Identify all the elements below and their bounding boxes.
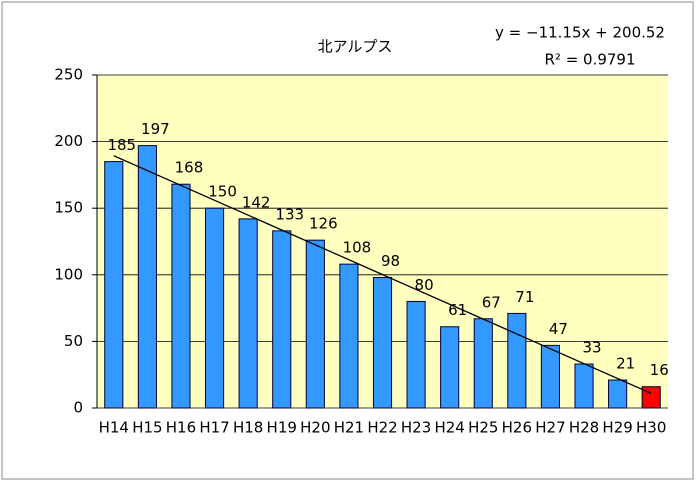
x-tick-label: H29 xyxy=(602,419,632,437)
bar xyxy=(171,183,191,409)
data-label: 142 xyxy=(242,193,271,211)
data-label: 16 xyxy=(650,361,669,379)
y-tick-label: 250 xyxy=(54,66,83,84)
x-tick-label: H16 xyxy=(166,419,196,437)
data-label: 197 xyxy=(141,120,170,138)
bar xyxy=(540,344,561,409)
data-label: 150 xyxy=(208,183,237,201)
y-tick-label: 0 xyxy=(73,399,83,417)
bar xyxy=(204,207,225,409)
bar xyxy=(406,300,426,409)
data-label: 33 xyxy=(582,339,601,357)
x-tick-label: H24 xyxy=(434,419,464,437)
chart-title: 北アルプス xyxy=(318,38,393,56)
data-label: 108 xyxy=(343,239,372,257)
bar xyxy=(104,161,124,409)
trendline xyxy=(113,155,652,394)
bar xyxy=(473,318,493,409)
x-tick-label: H22 xyxy=(367,419,397,437)
bar xyxy=(272,230,292,409)
bar xyxy=(305,239,325,409)
data-label: 80 xyxy=(415,276,434,294)
y-tick-label: 200 xyxy=(54,132,83,150)
x-tick-label: H14 xyxy=(99,419,129,437)
y-tick-label: 50 xyxy=(64,332,83,350)
x-tick-label: H18 xyxy=(233,419,263,437)
bar xyxy=(137,145,157,409)
trend-r2: R² = 0.9791 xyxy=(544,51,635,69)
bar xyxy=(339,263,359,409)
data-label: 67 xyxy=(482,293,501,311)
bar xyxy=(372,276,393,409)
x-tick-label: H28 xyxy=(569,419,599,437)
bar xyxy=(507,312,527,409)
y-tick-label: 150 xyxy=(54,199,83,217)
bar xyxy=(608,379,628,409)
x-tick-label: H20 xyxy=(300,419,330,437)
bar xyxy=(238,218,258,409)
trend-equation: y = −11.15x + 200.52 xyxy=(495,24,665,42)
x-tick-label: H30 xyxy=(636,419,666,437)
x-tick-label: H25 xyxy=(468,419,498,437)
data-label: 71 xyxy=(515,288,534,306)
data-label: 133 xyxy=(275,205,304,223)
bar xyxy=(574,363,594,409)
data-label: 98 xyxy=(381,252,400,270)
data-label: 126 xyxy=(309,215,338,233)
x-tick-label: H19 xyxy=(267,419,297,437)
x-tick-label: H26 xyxy=(502,419,532,437)
data-label: 21 xyxy=(616,355,635,373)
data-label: 168 xyxy=(175,159,204,177)
y-tick-label: 100 xyxy=(54,265,83,283)
x-tick-label: H17 xyxy=(199,419,229,437)
x-tick-label: H21 xyxy=(334,419,364,437)
x-tick-label: H15 xyxy=(132,419,162,437)
x-tick-label: H23 xyxy=(401,419,431,437)
data-label: 47 xyxy=(549,320,568,338)
x-tick-label: H27 xyxy=(535,419,565,437)
bar xyxy=(440,326,460,409)
data-label: 185 xyxy=(107,136,136,154)
